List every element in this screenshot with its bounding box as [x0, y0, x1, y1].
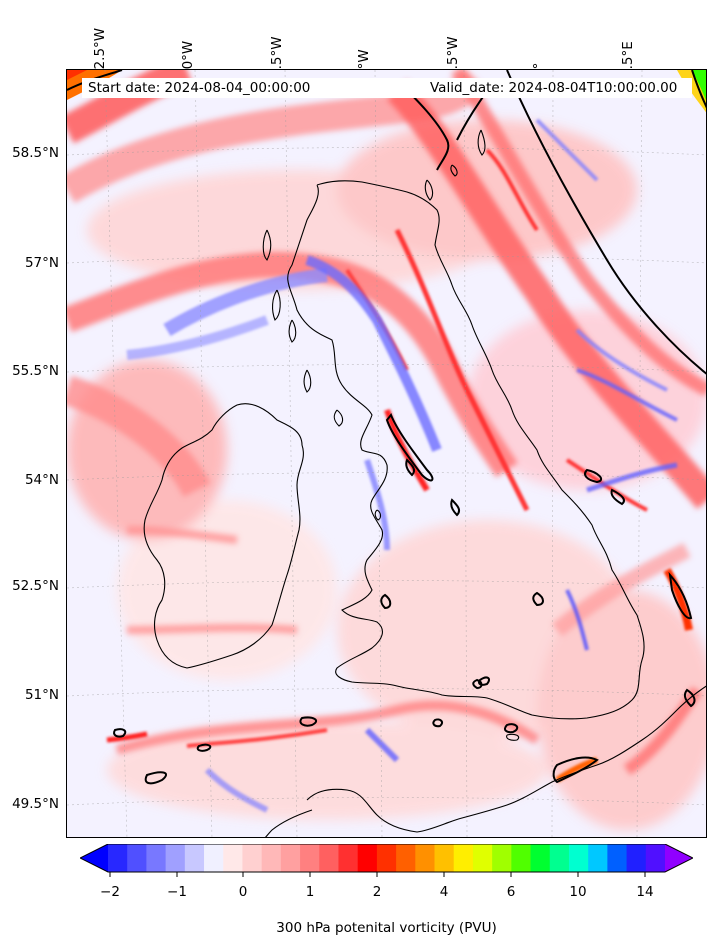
coastlines	[143, 129, 706, 837]
lat-label-54n: 54°N	[24, 472, 59, 488]
colorbar-swatch	[568, 844, 589, 872]
colorbar-swatch	[626, 844, 647, 872]
colorbar-swatch	[280, 844, 301, 872]
pv-background-shading	[67, 120, 706, 830]
colorbar-swatch	[472, 844, 493, 872]
colorbar-tick-14: 14	[636, 884, 654, 900]
colorbar-tick-neg1: −1	[167, 884, 187, 900]
colorbar-swatch	[184, 844, 205, 872]
colorbar-swatch	[242, 844, 263, 872]
colorbar-swatch	[434, 844, 455, 872]
colorbar-tick-4: 4	[439, 884, 449, 900]
colorbar-swatch	[127, 844, 147, 872]
colorbar-swatch	[511, 844, 532, 872]
pv-map	[66, 69, 707, 838]
colorbar-tick-0: 0	[238, 884, 248, 900]
colorbar-swatch	[261, 844, 282, 872]
colorbar-swatch	[204, 844, 224, 872]
pv-ridges	[67, 70, 706, 775]
colorbar	[80, 844, 693, 877]
lat-label-57n: 57°N	[24, 255, 59, 271]
colorbar-tick-1: 1	[305, 884, 315, 900]
colorbar-swatch	[549, 844, 570, 872]
lat-label-55-5n: 55.5°N	[12, 363, 59, 379]
colorbar-swatch	[396, 844, 416, 872]
graticule	[67, 70, 706, 837]
colorbar-swatch	[453, 844, 474, 872]
colorbar-tick-2: 2	[372, 884, 382, 900]
lat-label-58-5n: 58.5°N	[12, 145, 59, 161]
colorbar-swatch	[146, 844, 167, 872]
colorbar-swatch	[588, 844, 608, 872]
colorbar-swatch	[607, 844, 628, 872]
colorbar-swatch	[376, 844, 397, 872]
colorbar-tick-neg2: −2	[100, 884, 120, 900]
start-date-label: Start date: 2024-08-04_00:00:00	[88, 80, 311, 96]
colorbar-swatch	[165, 844, 186, 872]
colorbar-swatch	[357, 844, 378, 872]
colorbar-swatch	[108, 844, 128, 872]
colorbar-tick-6: 6	[506, 884, 516, 900]
colorbar-swatch	[645, 844, 666, 872]
colorbar-swatch	[319, 844, 339, 872]
colorbar-swatch	[300, 844, 320, 872]
lat-label-49-5n: 49.5°N	[12, 796, 59, 812]
header-strip	[82, 78, 692, 98]
colorbar-extend-min	[80, 844, 108, 872]
colorbar-swatch	[492, 844, 512, 872]
colorbar-title: 300 hPa potenital vorticity (PVU)	[276, 920, 497, 936]
colorbar-extend-max	[665, 844, 693, 872]
colorbar-swatch	[530, 844, 551, 872]
lat-label-51n: 51°N	[24, 687, 59, 703]
colorbar-swatch	[338, 844, 359, 872]
colorbar-outline	[80, 844, 693, 873]
lat-label-52-5n: 52.5°N	[12, 578, 59, 594]
pv-field-svg	[67, 70, 706, 837]
colorbar-swatch	[415, 844, 436, 872]
colorbar-swatch	[223, 844, 243, 872]
colorbar-tick-10: 10	[569, 884, 587, 900]
valid-date-label: Valid_date: 2024-08-04T10:00:00.00	[430, 80, 678, 96]
